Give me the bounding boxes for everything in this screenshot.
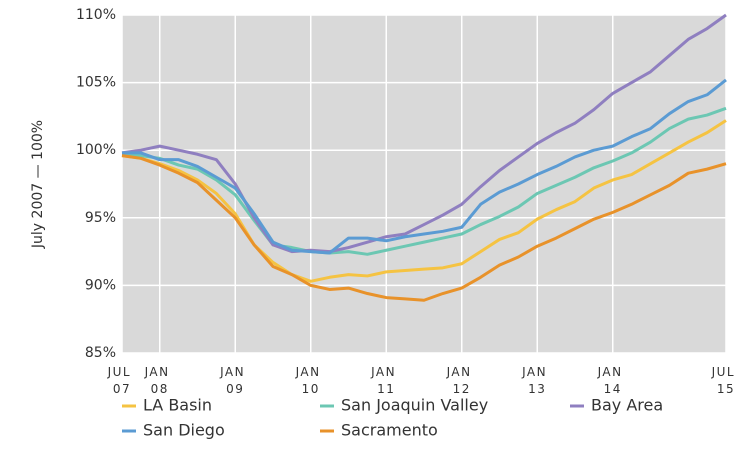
legend-label: Sacramento [341,421,438,440]
y-tick-label: 90% [85,277,116,293]
legend-label: LA Basin [143,396,212,415]
x-tick-label: JAN 14 [597,365,628,396]
x-tick-label: JAN 11 [370,365,401,396]
x-tick-label: JAN 10 [295,365,326,396]
x-tick-label: JAN 08 [144,365,175,396]
series-line [121,154,727,302]
y-tick-label: 110% [76,7,116,23]
series-line [121,106,727,256]
legend-label: Bay Area [591,396,663,415]
x-tick-label: JAN 13 [521,365,552,396]
y-tick-label: 100% [76,142,116,158]
x-tick-label: JUL 07 [107,365,137,396]
y-tick-label: 85% [85,345,116,361]
series-line [121,13,727,254]
legend-label: San Joaquin Valley [341,396,488,415]
series-line [121,119,727,283]
plot-background [122,15,726,353]
x-tick-label: JAN 09 [219,365,250,396]
legend-label: San Diego [143,421,225,440]
x-tick-label: JAN 12 [446,365,477,396]
y-axis-label: July 2007 — 100% [30,120,46,249]
x-tick-label: JUL 15 [711,365,741,396]
y-tick-label: 95% [85,210,116,226]
y-tick-label: 105% [76,75,116,91]
series-line [122,78,727,255]
